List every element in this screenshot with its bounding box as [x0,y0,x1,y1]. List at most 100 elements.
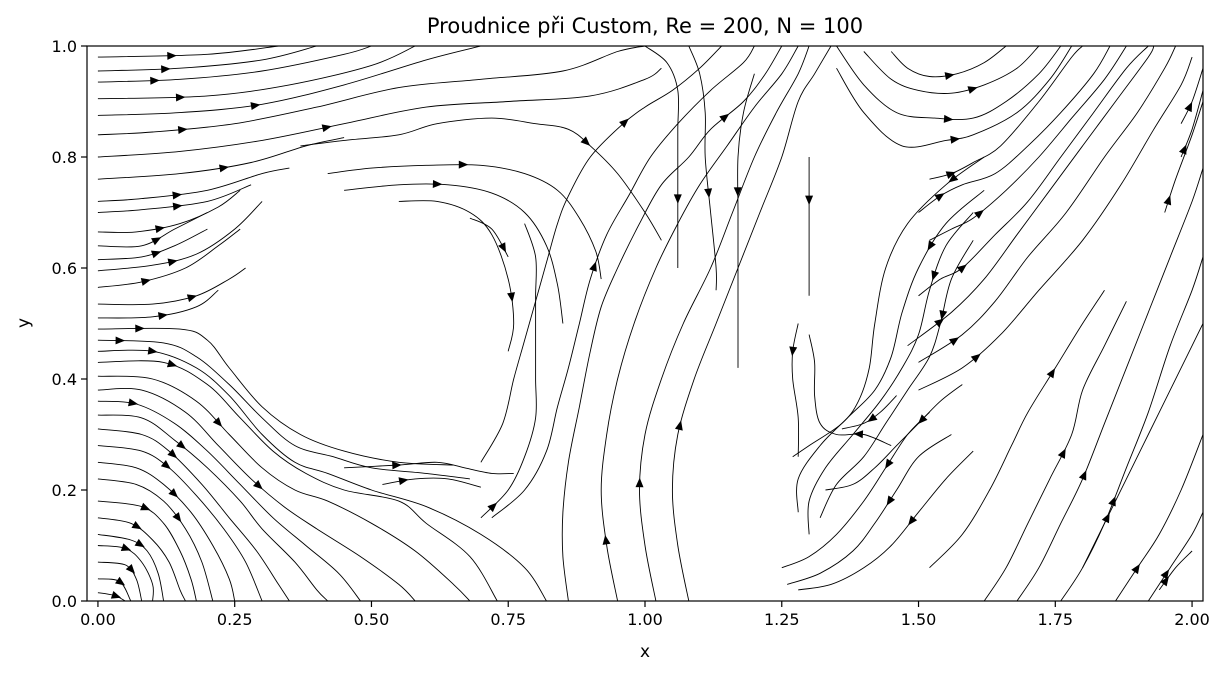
streamline [836,46,1062,121]
streamline [808,334,892,447]
streamline-arrow [1101,513,1110,524]
streamline-arrow [944,72,955,80]
streamline-arrow [1184,101,1193,113]
streamline [97,189,241,233]
streamline-arrow [166,359,178,368]
streamline [97,414,329,601]
streamline [890,46,1007,78]
streamline [1180,68,1203,124]
streamline-arrow [1160,569,1170,580]
streamline [1115,434,1203,601]
streamline-arrow [589,261,597,272]
streamline [639,46,810,601]
streamline [97,360,498,601]
streamline [97,388,416,601]
streamline [97,375,471,601]
streamline [97,167,290,202]
streamline-arrow [1163,195,1172,206]
streamline-arrow [115,576,126,586]
x-tick-label: 1.50 [901,610,937,629]
streamline-arrow [943,114,954,123]
streamline-arrow [175,93,186,102]
streamline [97,428,290,601]
streamline-arrow [885,458,894,469]
streamline-arrow [580,136,591,146]
streamline [97,339,470,480]
streamline-arrow [140,502,151,511]
streamline-arrow [498,242,506,253]
streamline-arrow [719,113,730,123]
streamline [688,46,717,291]
streamline-arrow [673,194,682,204]
x-tick-label: 1.75 [1037,610,1073,629]
streamline-arrow [1178,144,1187,155]
streamline-arrow [927,240,936,251]
streamline [97,533,165,601]
streamline [97,46,279,58]
streamline [97,445,263,601]
x-axis: 0.00 0.25 0.50 0.75 1.00 1.25 1.50 1.75 2.00 [80,601,1210,629]
streamline [97,400,361,601]
streamline [918,46,1149,297]
chart-title: Proudnice při Custom, Re = 200, N = 100 [427,14,863,38]
streamline [825,384,963,491]
streamline-arrow [131,520,142,530]
streamline-arrow [135,324,145,333]
streamline-arrow [908,515,918,526]
streamline-arrow [945,171,956,179]
streamline [819,240,974,518]
streamline [97,228,241,288]
streamline [97,67,662,158]
streamline-arrow [918,414,928,425]
streamline-arrow [619,118,629,128]
streamline-arrow [219,164,230,173]
streamline-arrow [168,488,179,498]
streamline [1082,323,1203,568]
streamline [97,461,236,601]
streamline [787,434,952,585]
y-tick-label: 0.6 [52,259,77,278]
streamline-arrow [392,461,402,470]
x-tick-label: 2.00 [1174,610,1210,629]
streamline-arrow [853,430,864,439]
streamline-arrow [1131,564,1140,575]
streamline [327,164,602,280]
streamline [382,477,482,488]
streamline [1158,550,1193,591]
streamline-arrow [150,250,162,259]
streamline [344,183,564,324]
streamline [929,289,1105,569]
streamline-arrow [970,353,981,363]
streamline [97,46,482,116]
streamline [97,46,317,72]
x-tick-label: 1.25 [764,610,800,629]
y-tick-label: 0.4 [52,370,77,389]
y-tick-label: 0.0 [52,592,77,611]
streamline-arrow [151,237,162,246]
streamline-arrow [948,337,960,346]
x-tick-label: 0.00 [80,610,116,629]
streamline-arrow [950,135,961,144]
streamline-arrow [167,258,178,267]
streamline-arrow [250,102,261,111]
streamline-arrow [154,225,166,234]
streamline-arrow [140,278,151,286]
streamline [863,46,1040,94]
streamline-arrow [212,417,223,427]
streamline-arrow [176,440,187,450]
streamline-arrow [934,318,945,328]
streamline [97,327,454,466]
streamline [97,46,416,100]
streamline-arrow [1108,496,1116,507]
streamline-arrow [931,270,940,281]
streamline [97,349,547,601]
streamline [97,46,372,83]
streamline-arrow [1078,470,1087,481]
streamline-arrow [1160,576,1169,587]
x-tick-label: 0.25 [217,610,253,629]
streamline-arrow [150,76,160,85]
streamline-arrow [635,477,644,488]
streamline [791,323,800,457]
streamline [644,46,680,268]
streamline-arrow [458,160,469,169]
